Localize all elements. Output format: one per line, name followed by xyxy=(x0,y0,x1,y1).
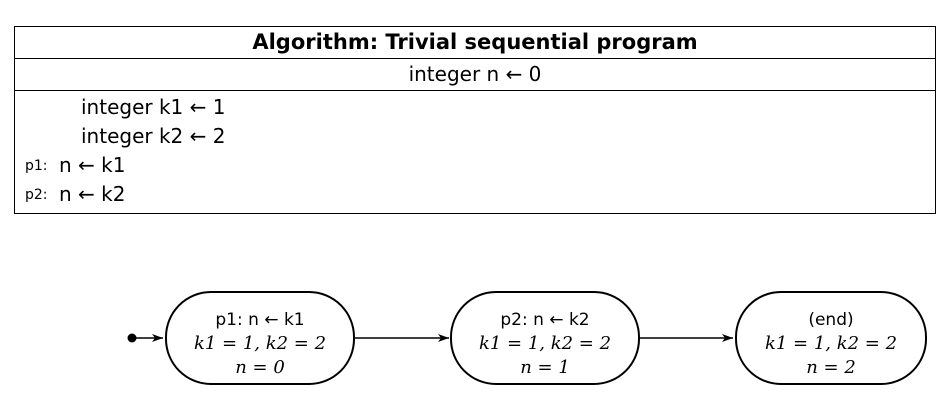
state-n-value: n = 1 xyxy=(520,357,570,378)
state-n-value: n = 0 xyxy=(235,357,285,378)
state-n-value: n = 2 xyxy=(806,357,856,378)
state-label: p2: n ← k2 xyxy=(500,310,590,330)
state-node-3: (end) k1 = 1, k2 = 2 n = 2 xyxy=(735,291,927,385)
algorithm-body: integer k1 ← 1 integer k2 ← 2 p1: n ← k1… xyxy=(15,91,935,213)
code-line-1: integer k1 ← 1 xyxy=(15,93,935,122)
state-vars: k1 = 1, k2 = 2 xyxy=(764,333,898,354)
code-line-p2: p2: n ← k2 xyxy=(15,180,935,209)
line-code: integer k1 ← 1 xyxy=(81,95,226,119)
algorithm-title: Algorithm: Trivial sequential program xyxy=(15,27,935,59)
state-vars: k1 = 1, k2 = 2 xyxy=(193,333,327,354)
line-label: p1: xyxy=(25,158,48,174)
line-label: p2: xyxy=(25,187,48,203)
line-code: n ← k2 xyxy=(59,182,126,206)
state-node-2: p2: n ← k2 k1 = 1, k2 = 2 n = 1 xyxy=(450,291,640,385)
line-code: n ← k1 xyxy=(59,153,126,177)
state-node-1: p1: n ← k1 k1 = 1, k2 = 2 n = 0 xyxy=(165,291,355,385)
global-declaration: integer n ← 0 xyxy=(15,59,935,91)
state-label: (end) xyxy=(808,310,854,330)
line-code: integer k2 ← 2 xyxy=(81,124,226,148)
algorithm-box: Algorithm: Trivial sequential program in… xyxy=(14,26,936,214)
initial-state-dot xyxy=(127,333,137,343)
code-line-p1: p1: n ← k1 xyxy=(15,151,935,180)
code-line-2: integer k2 ← 2 xyxy=(15,122,935,151)
state-vars: k1 = 1, k2 = 2 xyxy=(478,333,612,354)
state-label: p1: n ← k1 xyxy=(215,310,305,330)
